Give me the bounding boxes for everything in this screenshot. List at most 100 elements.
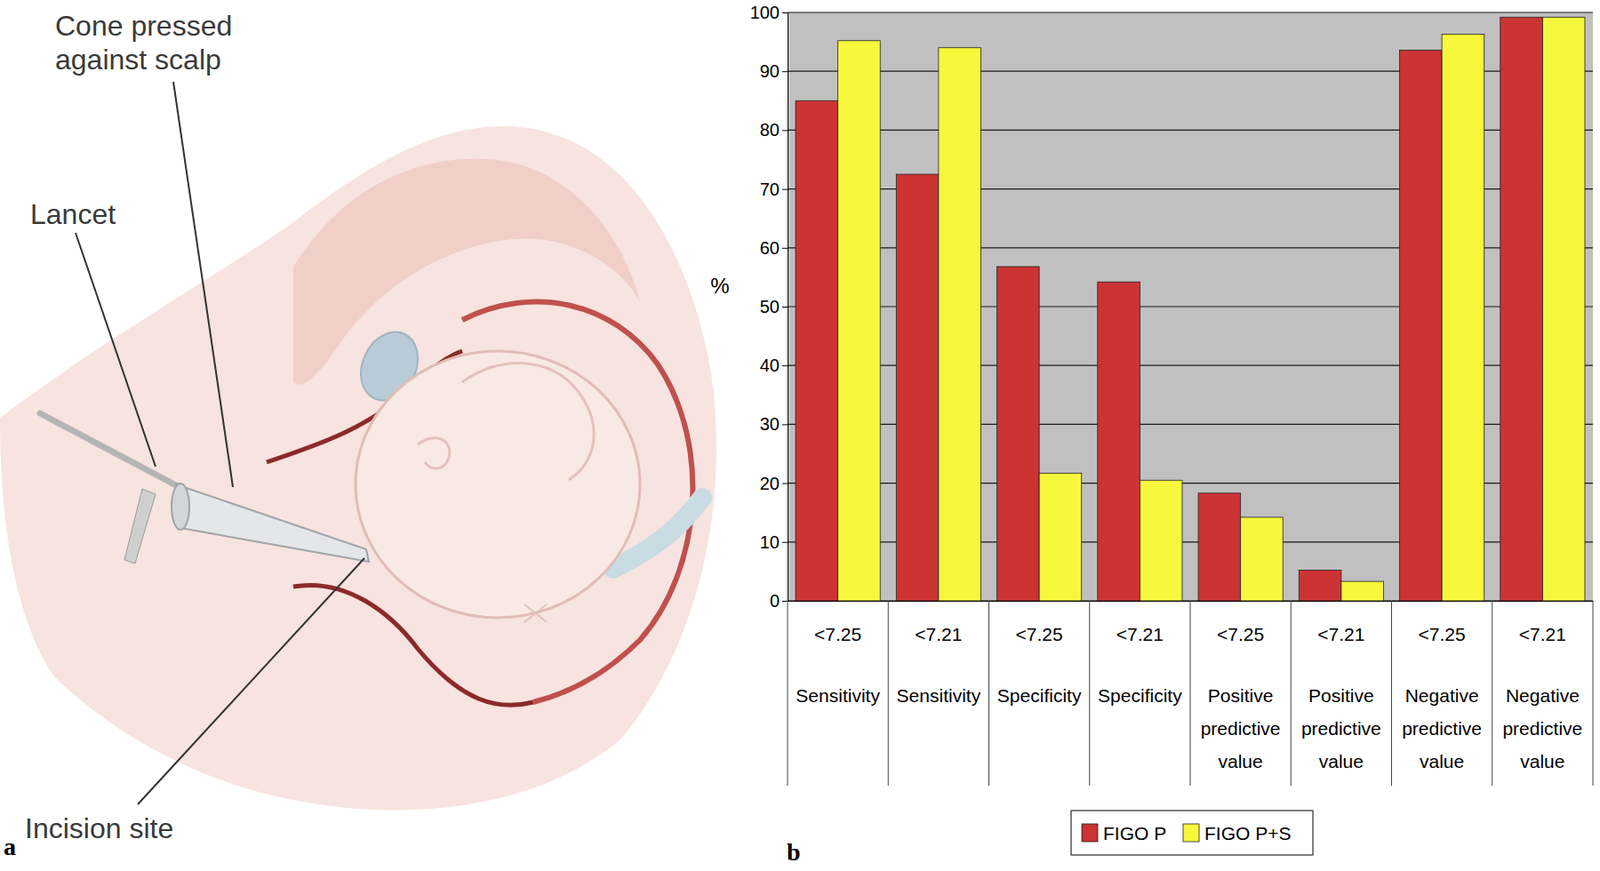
legend-swatch <box>1183 824 1200 842</box>
category-group-word: value <box>1419 751 1464 772</box>
x-tick: <7.21 <box>914 600 962 645</box>
category-group-word: Sensitivity <box>896 685 982 706</box>
callout-line: Lancet <box>30 198 116 231</box>
category-group-word: value <box>1520 751 1565 772</box>
y-tick-label: 20 <box>760 473 780 494</box>
column-divider <box>787 600 789 786</box>
category-group-word: Positive <box>1308 685 1375 706</box>
legend: FIGO P FIGO P+S <box>1071 810 1313 856</box>
category-group-word: Negative <box>1505 685 1580 706</box>
category-group-word: Sensitivity <box>795 685 880 706</box>
bar <box>1441 33 1485 601</box>
category-group-label: Negativepredictivevalue <box>1502 685 1583 772</box>
callout-line: Cone pressed <box>55 9 232 42</box>
category-group-word: Negative <box>1405 685 1480 706</box>
x-tick: <7.25 <box>1016 600 1064 645</box>
column-divider <box>1592 600 1594 786</box>
figure: Cone pressedagainst scalp Lancet Incision … <box>0 0 1600 871</box>
y-axis-line <box>782 13 789 602</box>
y-axis-label: % <box>710 273 729 298</box>
bar <box>1400 49 1443 601</box>
y-tick-label: 80 <box>760 120 780 140</box>
x-tick: <7.21 <box>1317 600 1365 645</box>
bar <box>1198 493 1241 601</box>
y-tick: 50 <box>760 296 788 317</box>
lancet-handle <box>124 488 156 564</box>
y-tick-mark <box>782 306 788 308</box>
x-tick: <7.25 <box>1216 600 1264 645</box>
y-axis: 0 10 20 30 40 50 60 70 80 90 100 <box>750 2 789 611</box>
category-group-label: Positivepredictivevalue <box>1200 685 1281 772</box>
y-tick: 0 <box>769 591 788 611</box>
panel-label: a <box>3 832 16 861</box>
x-tick-label: <7.21 <box>914 624 962 645</box>
fontanelle <box>524 604 547 623</box>
y-tick: 100 <box>750 2 788 23</box>
callout-label: Lancet <box>30 198 116 231</box>
bar <box>1500 16 1544 601</box>
legend-box <box>1071 810 1313 856</box>
maternal-tissue <box>0 126 717 811</box>
bar <box>997 266 1040 601</box>
plot-background <box>787 12 1593 601</box>
bar <box>838 40 881 601</box>
y-tick-label: 10 <box>760 532 780 552</box>
column-divider <box>988 600 990 786</box>
bar <box>896 174 939 601</box>
y-tick-mark <box>782 189 788 191</box>
y-tick-label: 30 <box>760 414 780 434</box>
leader-line <box>173 81 233 488</box>
cone-rim <box>171 483 190 530</box>
x-tick: <7.21 <box>1519 600 1567 645</box>
y-tick-label: 100 <box>750 2 780 23</box>
column-divider <box>1088 600 1090 786</box>
category-group-word: predictive <box>1301 718 1382 739</box>
y-tick-mark <box>782 365 788 367</box>
x-tick-label: <7.25 <box>814 624 862 645</box>
category-group-label: Specificity <box>1097 685 1183 706</box>
callout-label: Incision site <box>24 812 174 845</box>
category-group-label: Sensitivity <box>795 685 880 706</box>
category-group-label: Positive predictive value <box>1301 685 1382 772</box>
column-divider <box>1190 600 1192 786</box>
category-group-word: Specificity <box>997 685 1082 706</box>
y-tick-label: 40 <box>760 355 780 376</box>
x-tick-label: <7.25 <box>1016 624 1064 645</box>
bar <box>1240 517 1284 601</box>
category-group-word: value <box>1319 751 1364 772</box>
y-tick: 20 <box>760 473 788 494</box>
category-group-word: value <box>1218 751 1264 772</box>
y-tick-mark <box>782 248 788 249</box>
cone <box>176 484 369 562</box>
x-tick-label: <7.25 <box>1216 624 1264 645</box>
category-group-label: Specificity <box>997 685 1082 706</box>
y-tick: 90 <box>760 61 788 81</box>
callout-line: Incision site <box>24 812 174 845</box>
column-dividers <box>787 600 1593 786</box>
y-tick-mark <box>782 600 788 602</box>
y-tick-label: 70 <box>760 179 780 200</box>
y-tick-mark <box>782 12 788 14</box>
category-group-word: predictive <box>1200 718 1281 739</box>
bar <box>1341 581 1384 601</box>
column-divider <box>1491 600 1493 786</box>
column-divider <box>1290 600 1292 786</box>
y-tick: 30 <box>760 414 788 434</box>
callout-label: Cone pressedagainst scalp <box>55 9 232 76</box>
y-tick-mark <box>782 129 788 131</box>
y-tick-label: 0 <box>769 591 780 611</box>
y-tick: 70 <box>760 179 788 200</box>
bar <box>1298 570 1342 601</box>
category-group-label: Sensitivity <box>896 685 982 706</box>
y-tick: 80 <box>760 120 788 140</box>
bar <box>795 100 839 601</box>
legend-swatch <box>1081 824 1098 842</box>
y-tick-label: 60 <box>760 238 780 258</box>
panel-label: b <box>786 838 801 866</box>
legend-label: FIGO P+S <box>1204 823 1291 844</box>
category-group-label: Negativepredictivevalue <box>1401 685 1482 772</box>
leader-line <box>137 558 365 805</box>
legend-label: FIGO P <box>1103 823 1167 844</box>
x-tick: <7.25 <box>814 600 862 645</box>
bar <box>1139 480 1183 601</box>
